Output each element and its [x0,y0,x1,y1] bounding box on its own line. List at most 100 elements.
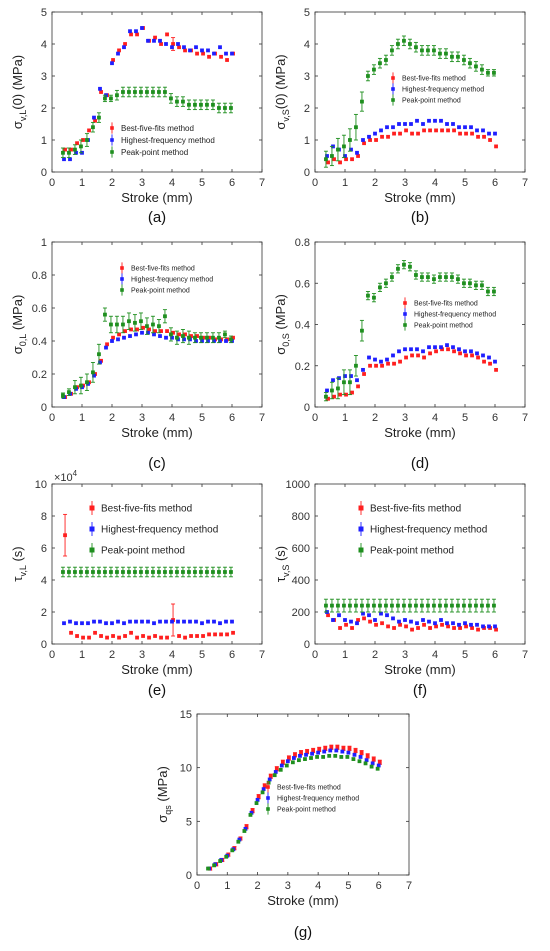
data-point-high [397,349,401,354]
data-point-best [458,626,462,630]
data-point-best [189,634,193,638]
chart-panel-b: 0 1 2 3 4 5 6 7 0 1 2 3 4 5 Stroke (mm) σv,S(0) (MPa) Be… [273,7,528,226]
data-point-best [356,618,360,622]
data-point-peak [372,295,376,300]
legend-label: Best-five-fits method [402,75,466,82]
legend-marker [358,547,364,553]
y-tick-label: 0.4 [295,320,310,332]
legend-marker [266,785,270,789]
x-tick-label: 1 [79,649,85,661]
data-point-peak [85,570,89,574]
x-tick-label: 2 [255,880,261,892]
x-axis-label: Stroke (mm) [384,425,456,440]
data-point-peak [396,603,400,608]
data-point-peak [229,337,233,342]
data-point-high [379,611,383,616]
y-tick-label: 600 [292,543,310,555]
data-point-best [159,329,163,333]
x-tick-label: 2 [109,177,115,189]
data-point-high [322,749,327,754]
data-point-high [373,357,377,362]
data-point-peak [375,766,380,771]
legend-label: Highest-frequency method [277,795,359,802]
data-point-peak [462,603,466,608]
data-point-peak [290,760,295,765]
y-tick-label: 4 [41,39,47,51]
data-point-peak [278,767,283,772]
data-point-peak [432,48,436,53]
data-point-best [250,808,255,813]
data-point-best [147,327,151,332]
data-point-peak [360,328,364,333]
data-point-peak [315,755,319,759]
data-point-best [153,35,157,40]
data-point-best [428,351,432,356]
data-point-best [207,335,211,340]
data-point-peak [236,839,241,844]
y-axis-label-symbol: τ [273,576,288,582]
data-point-high [475,622,479,627]
data-point-high [68,157,72,162]
data-point-peak [456,277,460,282]
data-point-best [422,128,426,133]
data-point-best [350,390,354,395]
data-point-peak [133,570,137,574]
data-point-high [218,339,222,343]
data-point-high [224,339,228,343]
plot-area-frame [51,483,263,645]
data-point-peak [169,570,173,574]
data-point-best [494,367,498,372]
data-point-high [349,619,353,624]
data-point-peak [181,570,185,574]
y-axis-label: τv,S (s) [273,546,291,582]
data-point-high [146,38,150,43]
x-tick-label: 0 [49,412,55,424]
data-point-peak [103,570,107,574]
data-point-peak [157,570,161,574]
legend-label: Peak-point method [370,546,454,557]
data-point-high [331,378,335,383]
data-point-high [170,619,174,624]
data-point-peak [336,147,340,152]
y-tick-label: 800 [292,511,310,523]
y-tick-label: 0.6 [32,303,47,315]
panel-caption: (b) [411,209,429,226]
x-tick-label: 0 [312,177,318,189]
data-point-high [409,347,413,352]
data-point-best [87,635,91,640]
data-point-best [141,634,145,638]
data-point-best [452,626,456,630]
y-tick-label: 0 [304,639,310,651]
data-point-peak [342,144,346,149]
x-tick-label: 6 [229,649,235,661]
data-point-high [451,122,455,126]
data-point-peak [420,603,424,608]
y-tick-label: 4 [41,575,47,587]
x-tick-label: 7 [259,412,265,424]
data-point-high [397,619,401,624]
data-point-peak [450,603,454,608]
data-point-peak [229,570,233,574]
data-point-peak [91,370,95,375]
y-axis-label-unit: (MPa) [273,294,288,333]
data-point-peak [366,74,370,78]
data-point-high [343,154,347,158]
legend-marker [110,150,114,154]
data-point-high [249,810,254,815]
data-point-best [476,134,480,139]
x-tick-label: 5 [345,880,351,892]
data-point-peak [372,67,376,72]
data-point-best [392,361,396,366]
y-axis-label-unit: (MPa) [155,766,170,805]
data-point-high [493,131,497,136]
y-axis-label-symbol: τ [10,576,25,582]
data-point-best [452,349,456,354]
y-tick-label: 5 [304,7,310,19]
legend-label: Peak-point method [402,97,461,104]
y-tick-label: 400 [292,575,310,587]
y-axis-label-symbol: σ [10,346,25,354]
data-point-high [469,349,473,354]
data-point-best [464,131,468,136]
data-point-best [69,630,73,635]
